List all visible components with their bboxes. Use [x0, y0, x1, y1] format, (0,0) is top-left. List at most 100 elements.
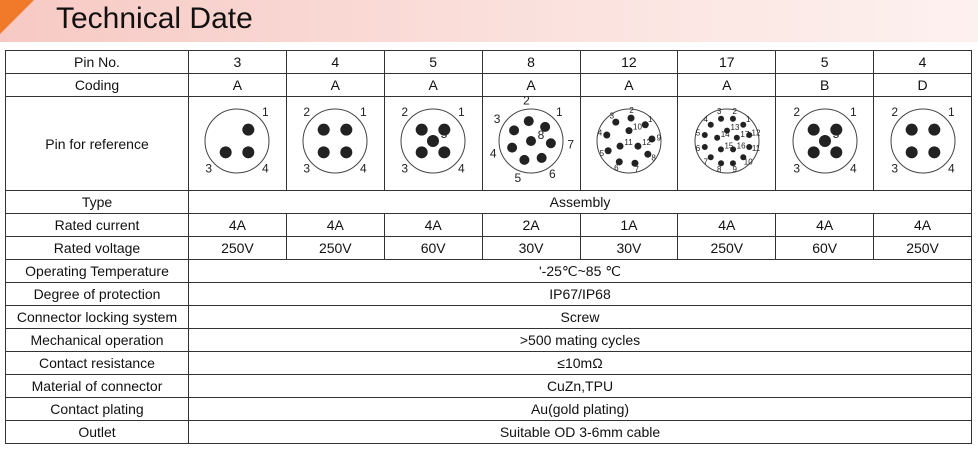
cell: 30V — [579, 236, 679, 260]
cell: Suitable OD 3-6mm cable — [188, 420, 972, 444]
pin-diagram: 1 2 3 4 — [890, 105, 956, 175]
pin-label: 3 — [793, 161, 800, 175]
pin-diagram: 1 2 3 4 5 — [400, 105, 466, 175]
cell: A — [188, 73, 287, 97]
pin-dot — [627, 114, 635, 122]
cell: 5 — [775, 50, 875, 74]
pin-dot — [545, 138, 556, 149]
table-row: Connector locking system Screw — [5, 305, 972, 329]
cell: 17 — [677, 50, 777, 74]
pin-dot — [723, 127, 730, 134]
cell: 4 — [873, 50, 972, 74]
pin-dot — [242, 123, 255, 136]
table-row: Type Assembly — [5, 190, 972, 214]
cell: 4A — [775, 213, 875, 237]
cell: IP67/IP68 — [188, 282, 972, 306]
pin-dot — [641, 121, 649, 129]
cell: 4A — [677, 213, 777, 237]
pin-label: 16 — [736, 141, 745, 150]
pin-label: 15 — [724, 141, 733, 150]
pin-label: 2 — [402, 105, 409, 119]
row-label: Connector locking system — [5, 305, 189, 329]
pin-label: 6 — [614, 163, 619, 172]
pin-label: 2 — [523, 97, 530, 107]
pin-label: 11 — [624, 138, 633, 147]
diagram-cell: 1 2 3 4 — [873, 96, 972, 191]
pin-label: 3 — [717, 107, 722, 116]
pin-dot — [220, 146, 233, 159]
pin-label: 11 — [752, 144, 761, 153]
pin-dot — [707, 154, 714, 161]
pin-dot — [746, 132, 753, 139]
pin-diagram: 1 2 3 4 — [302, 105, 368, 175]
row-label: Contact plating — [5, 397, 189, 421]
pin-label: 10 — [633, 122, 642, 131]
pin-dot — [526, 136, 537, 146]
pin-dot — [427, 135, 440, 147]
cell: 30V — [481, 236, 581, 260]
pin-label: 5 — [515, 171, 522, 185]
header-title: Technical Date — [56, 2, 253, 35]
diagram-cell: 1 2 3 4 — [285, 96, 385, 191]
cell: 250V — [873, 236, 972, 260]
pin-label: 7 — [567, 138, 574, 152]
cell: 1A — [579, 213, 679, 237]
pin-dot — [523, 116, 534, 127]
cell: A — [481, 73, 581, 97]
pin-label: 4 — [703, 115, 708, 124]
pin-label: 9 — [657, 133, 662, 142]
cell: CuZn,TPU — [188, 374, 972, 398]
table-row: Pin for reference 1 3 4 1 2 3 4 1 2 3 4 5 1 2 3 4 5 6 7 8 1 2 3… — [5, 96, 972, 191]
header-bar: Technical Date — [0, 0, 978, 42]
pin-dot — [616, 142, 624, 150]
header-accent — [0, 0, 34, 34]
pin-label: 4 — [948, 161, 955, 175]
cell: A — [285, 73, 385, 97]
pin-dot — [603, 131, 611, 139]
diagram-cell: 1 2 3 4 5 — [775, 96, 875, 191]
cell: >500 mating cycles — [188, 328, 972, 352]
pin-dot — [415, 146, 428, 159]
pin-dot — [519, 154, 530, 165]
pin-label: 1 — [360, 105, 367, 119]
pin-label: 3 — [891, 161, 898, 175]
pin-label: 6 — [696, 144, 701, 153]
row-label: Type — [5, 190, 189, 214]
pin-label: 4 — [458, 161, 465, 175]
cell: 250V — [188, 236, 287, 260]
pin-dot — [604, 147, 612, 155]
cell: 4 — [285, 50, 385, 74]
cell: 60V — [383, 236, 483, 260]
cell: 4A — [873, 213, 972, 237]
row-label: Rated current — [5, 213, 189, 237]
pin-label: 5 — [441, 127, 448, 141]
pin-dot — [729, 146, 736, 153]
pin-label: 1 — [556, 105, 563, 119]
table-row: Rated current 4A 4A 4A 2A 1A 4A 4A 4A — [5, 213, 972, 237]
pin-dot — [340, 123, 353, 136]
pin-label: 1 — [850, 105, 857, 119]
cell: 12 — [579, 50, 679, 74]
pin-label: 4 — [360, 161, 367, 175]
cell: 4A — [188, 213, 287, 237]
pin-dot — [317, 146, 330, 159]
pin-label: 10 — [744, 157, 753, 166]
cell: A — [579, 73, 679, 97]
pin-label: 6 — [549, 167, 556, 181]
pin-label: 3 — [206, 161, 213, 175]
pin-dot — [625, 127, 633, 135]
pin-label: 5 — [696, 128, 701, 137]
pin-label: 12 — [751, 128, 760, 137]
cell: 4A — [383, 213, 483, 237]
cell: 3 — [188, 50, 287, 74]
cell: Au(gold plating) — [188, 397, 972, 421]
table-row: Contact resistance ≤10mΩ — [5, 351, 972, 375]
pin-dot — [644, 150, 652, 158]
connector-face — [204, 108, 270, 174]
diagram-cell: 1 3 4 — [188, 96, 287, 191]
table-row: Outlet Suitable OD 3-6mm cable — [5, 420, 972, 444]
pin-dot — [648, 135, 656, 143]
pin-dot — [317, 123, 330, 136]
